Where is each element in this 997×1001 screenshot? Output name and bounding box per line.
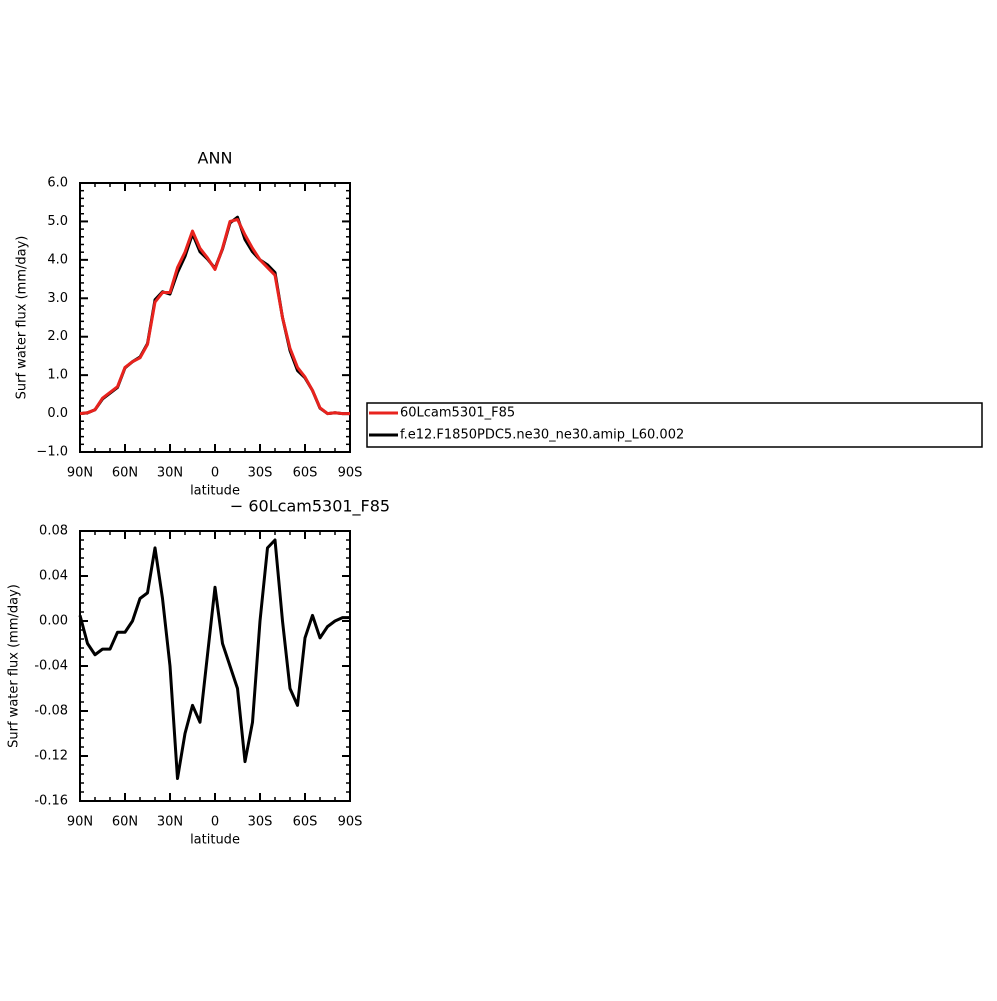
x-tick-label: 60S bbox=[293, 815, 318, 830]
chart-title: ANN bbox=[198, 149, 233, 168]
x-tick-label: 90S bbox=[338, 815, 363, 830]
y-tick-label: 0.00 bbox=[39, 614, 68, 629]
plot-frame bbox=[79, 530, 351, 802]
x-tick-label: 90N bbox=[67, 815, 93, 830]
y-tick-label: 0.04 bbox=[39, 569, 68, 584]
y-tick-label: 4.0 bbox=[47, 252, 68, 267]
x-tick-label: 30S bbox=[248, 815, 273, 830]
y-axis-label: Surf water flux (mm/day) bbox=[15, 236, 30, 400]
x-tick-label: 90N bbox=[67, 466, 93, 481]
y-tick-label: -0.12 bbox=[34, 749, 68, 764]
x-tick-label: 30N bbox=[157, 466, 183, 481]
x-tick-label: 60S bbox=[293, 466, 318, 481]
y-tick-label: 3.0 bbox=[47, 291, 68, 306]
y-tick-label: -0.04 bbox=[34, 659, 68, 674]
y-axis-label: Surf water flux (mm/day) bbox=[7, 584, 22, 748]
y-tick-label: 2.0 bbox=[47, 329, 68, 344]
x-tick-label: 0 bbox=[211, 815, 219, 830]
legend-box bbox=[366, 402, 983, 448]
x-tick-label: 90S bbox=[338, 466, 363, 481]
x-tick-label: 0 bbox=[211, 466, 219, 481]
x-axis-label: latitude bbox=[190, 833, 240, 848]
x-tick-label: 60N bbox=[112, 815, 138, 830]
legend-label: 60Lcam5301_F85 bbox=[400, 406, 515, 421]
x-tick-label: 30N bbox=[157, 815, 183, 830]
y-tick-label: −1.0 bbox=[36, 445, 68, 460]
y-tick-label: -0.08 bbox=[34, 704, 68, 719]
x-axis-label: latitude bbox=[190, 484, 240, 499]
data-line bbox=[79, 218, 350, 416]
x-tick-label: 60N bbox=[112, 466, 138, 481]
y-tick-label: 0.08 bbox=[39, 524, 68, 539]
data-line bbox=[78, 538, 350, 780]
y-tick-label: 1.0 bbox=[47, 368, 68, 383]
y-tick-label: -0.16 bbox=[34, 794, 68, 809]
x-tick-label: 30S bbox=[248, 466, 273, 481]
y-tick-label: 6.0 bbox=[47, 176, 68, 191]
legend-label: f.e12.F1850PDC5.ne30_ne30.amip_L60.002 bbox=[400, 428, 684, 443]
y-tick-label: 5.0 bbox=[47, 214, 68, 229]
plot-frame bbox=[79, 182, 351, 453]
y-tick-label: 0.0 bbox=[47, 406, 68, 421]
chart-title: − 60Lcam5301_F85 bbox=[230, 497, 390, 517]
